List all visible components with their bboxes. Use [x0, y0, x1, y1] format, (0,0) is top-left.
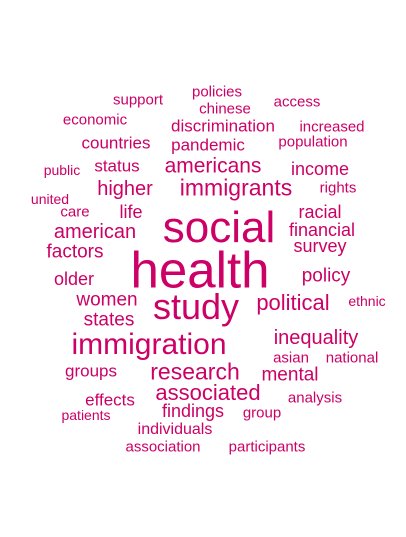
word-life: life	[119, 203, 142, 221]
word-study: study	[153, 289, 239, 325]
word-population: population	[278, 135, 347, 150]
word-asian: asian	[273, 351, 309, 366]
word-immigration: immigration	[71, 330, 226, 360]
word-policies: policies	[192, 85, 242, 100]
word-higher: higher	[97, 179, 153, 199]
word-care: care	[60, 205, 89, 220]
word-racial: racial	[298, 203, 341, 221]
word-states: states	[84, 311, 135, 330]
word-support: support	[113, 93, 163, 108]
word-income: income	[291, 160, 349, 178]
word-effects: effects	[85, 392, 135, 409]
word-pandemic: pandemic	[171, 137, 245, 154]
word-ethnic: ethnic	[348, 294, 385, 308]
word-analysis: analysis	[288, 391, 342, 406]
word-countries: countries	[82, 135, 151, 152]
word-factors: factors	[46, 243, 103, 262]
word-access: access	[274, 95, 321, 110]
word-status: status	[94, 158, 139, 175]
word-americans: americans	[165, 156, 262, 177]
word-association: association	[125, 440, 200, 455]
word-national: national	[326, 351, 379, 366]
word-policy: policy	[302, 267, 351, 286]
word-increased: increased	[299, 120, 364, 135]
word-individuals: individuals	[138, 422, 213, 438]
word-findings: findings	[162, 402, 224, 420]
word-public: public	[44, 163, 81, 177]
word-economic: economic	[63, 113, 127, 128]
word-older: older	[54, 270, 94, 288]
word-american: american	[54, 222, 136, 242]
word-rights: rights	[320, 181, 357, 196]
word-groups: groups	[65, 363, 117, 380]
word-inequality: inequality	[274, 328, 359, 348]
word-mental: mental	[261, 366, 318, 385]
word-immigrants: immigrants	[180, 177, 292, 200]
word-chinese: chinese	[199, 102, 251, 117]
word-survey: survey	[293, 237, 346, 255]
word-political: political	[256, 292, 329, 314]
word-discrimination: discrimination	[171, 118, 275, 135]
word-women: women	[76, 291, 137, 310]
word-patients: patients	[61, 408, 110, 422]
word-participants: participants	[229, 440, 306, 455]
word-group: group	[243, 406, 281, 421]
